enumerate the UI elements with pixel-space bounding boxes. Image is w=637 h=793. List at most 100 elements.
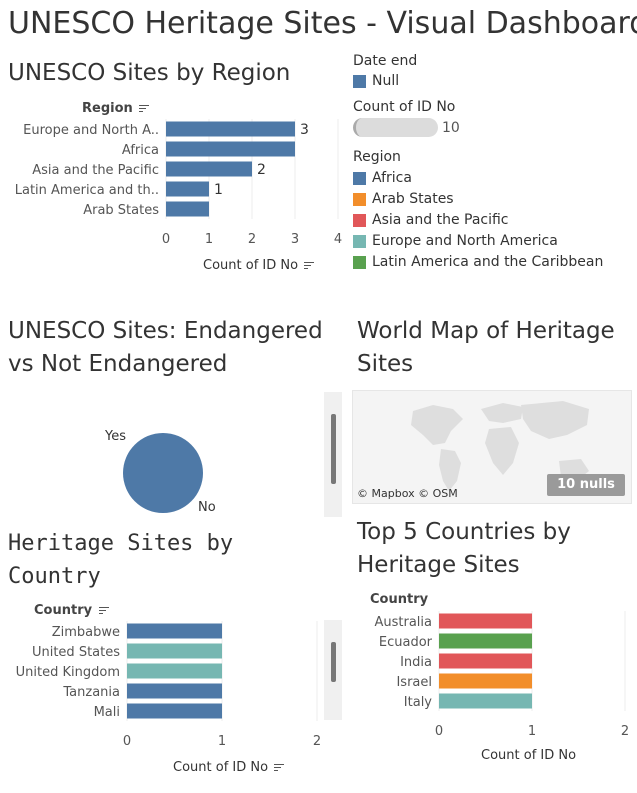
category-label[interactable]: Latin America and th.. [15, 183, 159, 198]
bar[interactable] [439, 633, 532, 649]
region-legend-label: Asia and the Pacific [372, 212, 509, 228]
top5-axis-title[interactable]: Count of ID No [481, 748, 577, 763]
count-legend-title: Count of ID No [353, 99, 456, 115]
count-legend-value: 10 [442, 119, 460, 136]
region-row-header-label: Region [82, 101, 133, 116]
region-axis-title[interactable]: Count of ID No [203, 258, 315, 273]
count-size-legend[interactable]: 10 [353, 118, 633, 137]
bar[interactable] [166, 161, 252, 177]
endangered-scrollbar[interactable] [324, 392, 342, 517]
endangered-title-line1: UNESCO Sites: Endangered [8, 318, 323, 344]
region-axis-title-label: Count of ID No [203, 258, 299, 273]
country-row-header[interactable]: Country [34, 603, 109, 618]
bar[interactable] [166, 121, 295, 137]
region-legend-item[interactable]: Europe and North America [353, 233, 633, 249]
tick-label: 0 [123, 734, 131, 749]
pie-slice[interactable] [123, 433, 203, 513]
tick-label: 2 [313, 734, 321, 749]
pie-label-no: No [198, 500, 216, 515]
legend-swatch [353, 234, 366, 248]
region-legend-item[interactable]: Africa [353, 170, 633, 186]
country-title-line2: Country [8, 564, 101, 589]
category-label[interactable]: Zimbabwe [52, 625, 120, 640]
category-label[interactable]: Ecuador [379, 635, 433, 650]
region-legend-label: Africa [372, 170, 412, 186]
tick-label: 1 [528, 724, 536, 739]
bar[interactable] [439, 673, 532, 689]
bar[interactable] [166, 181, 209, 197]
bar[interactable] [166, 141, 295, 157]
tick-label: 0 [162, 232, 170, 247]
category-label[interactable]: Italy [404, 695, 433, 710]
region-legend-title: Region [353, 149, 401, 165]
top5-title-line2: Heritage Sites [357, 552, 520, 578]
region-row-header[interactable]: Region [82, 101, 150, 116]
date-end-legend-item[interactable]: Null [353, 73, 633, 89]
bar[interactable] [439, 653, 532, 669]
legend-swatch [353, 192, 366, 206]
region-legend-label: Arab States [372, 191, 454, 207]
data-label: 2 [257, 162, 266, 178]
data-label: 3 [300, 122, 309, 138]
region-bar-chart: Europe and North A.. 3 Africa Asia and the … [15, 119, 342, 247]
category-label[interactable]: Africa [122, 143, 159, 158]
category-label[interactable]: Tanzania [62, 685, 120, 700]
world-map[interactable]: © Mapbox © OSM 10 nulls [352, 390, 632, 504]
bar[interactable] [166, 201, 209, 217]
tick-label: 1 [205, 232, 213, 247]
category-label[interactable]: India [400, 655, 432, 670]
category-label[interactable]: United States [32, 645, 120, 660]
scrollbar-thumb[interactable] [331, 642, 336, 682]
category-label[interactable]: Israel [396, 675, 432, 690]
region-legend-label: Europe and North America [372, 233, 558, 249]
tick-label: 2 [248, 232, 256, 247]
bar[interactable] [439, 693, 532, 709]
category-label[interactable]: Europe and North A.. [23, 123, 159, 138]
region-legend-item[interactable]: Arab States [353, 191, 633, 207]
category-label[interactable]: Mali [94, 705, 120, 720]
category-label[interactable]: Arab States [83, 203, 159, 218]
region-legend-label: Latin America and the Caribbean [372, 254, 604, 270]
region-legend-item[interactable]: Latin America and the Caribbean [353, 254, 633, 270]
country-bar-chart: Zimbabwe United States United Kingdom Tanza… [16, 621, 321, 749]
category-label[interactable]: United Kingdom [16, 665, 120, 680]
map-title-line2: Sites [357, 351, 414, 377]
legend-swatch [353, 255, 366, 269]
bar[interactable] [127, 643, 222, 659]
legend-swatch [353, 171, 366, 185]
bar[interactable] [127, 623, 222, 639]
tick-label: 4 [334, 232, 342, 247]
category-label[interactable]: Australia [374, 615, 432, 630]
legends-panel: Date end Null Count of ID No 10 Region A… [353, 53, 633, 270]
bar[interactable] [127, 663, 222, 679]
region-legend-item[interactable]: Asia and the Pacific [353, 212, 633, 228]
nulls-indicator[interactable]: 10 nulls [547, 474, 625, 496]
region-chart-title: UNESCO Sites by Region [8, 60, 291, 86]
world-map-land [411, 401, 589, 491]
scrollbar-thumb[interactable] [331, 414, 336, 484]
region-legend-items: Africa Arab States Asia and the Pacific Eur… [353, 170, 633, 270]
category-label[interactable]: Asia and the Pacific [32, 163, 159, 178]
legend-swatch [353, 213, 366, 227]
legend-swatch [353, 74, 366, 88]
country-scrollbar[interactable] [324, 620, 342, 720]
country-axis-title[interactable]: Count of ID No [173, 760, 285, 775]
sort-icon[interactable] [98, 605, 109, 616]
data-label: 1 [214, 182, 223, 198]
sort-icon[interactable] [139, 103, 150, 114]
sort-icon[interactable] [304, 260, 315, 271]
date-end-legend-label: Null [372, 73, 400, 89]
sort-icon[interactable] [274, 762, 285, 773]
tick-label: 2 [621, 724, 629, 739]
tick-label: 0 [435, 724, 443, 739]
map-title-line1: World Map of Heritage [357, 318, 615, 344]
tick-label: 1 [218, 734, 226, 749]
top5-row-header[interactable]: Country [370, 592, 429, 607]
map-attribution[interactable]: © Mapbox © OSM [357, 487, 458, 500]
bar[interactable] [127, 703, 222, 719]
bar[interactable] [439, 613, 532, 629]
endangered-pie-chart: Yes No [104, 429, 216, 515]
bar[interactable] [127, 683, 222, 699]
date-end-legend-title: Date end [353, 53, 418, 69]
